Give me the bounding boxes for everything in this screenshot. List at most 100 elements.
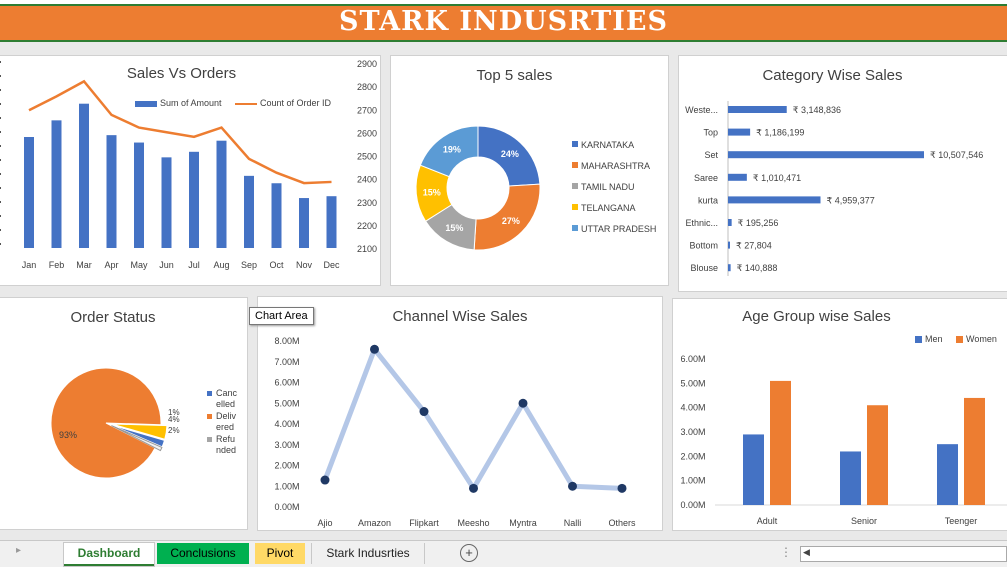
ch-point-Others <box>617 483 627 493</box>
ch-ytick: 7.00M <box>274 357 299 367</box>
svo-left-tick <box>0 229 1 231</box>
category-chart: Weste... ₹ 3,148,836 Top ₹ 1,186,199 Set ₹ 10… <box>685 101 983 276</box>
cat-bar-0 <box>728 106 787 113</box>
top5-legend-1: MAHARASHTRA <box>581 161 650 171</box>
ch-point-Ajio <box>320 475 330 485</box>
cat-value-1: ₹ 1,186,199 <box>756 128 804 138</box>
top5-legend-0: KARNATAKA <box>581 140 634 150</box>
channel-chart: 8.00M 7.00M 6.00M 5.00M 4.00M 3.00M 2.00M 1.00M… <box>274 336 636 528</box>
dashboard-title: STARK INDUSRTIES <box>339 6 668 37</box>
channel-panel[interactable]: Channel Wise Sales 8.00M 7.00M 6.00M 5.00M 4… <box>257 296 663 531</box>
cat-bar-4 <box>728 196 821 204</box>
top5-pct-4: 19% <box>443 145 461 155</box>
age-bar-Teenger-Women <box>964 397 985 505</box>
top5-pct-2: 15% <box>445 223 463 233</box>
svo-left-tick <box>0 243 1 245</box>
age-xlabel-Senior: Senior <box>851 516 877 526</box>
top5-legend-swatch-4 <box>572 225 578 231</box>
os-legend-swatch-2 <box>207 437 212 442</box>
banner: STARK INDUSRTIES <box>0 0 1007 42</box>
svo-xlabel-Jun: Jun <box>159 260 174 270</box>
cat-label-4: kurta <box>698 195 718 205</box>
sales-vs-orders-panel[interactable]: Sales Vs Orders Sum of Amount Count of O… <box>0 55 381 286</box>
category-panel[interactable]: Category Wise Sales Weste... ₹ 3,148,836 T… <box>678 55 1007 292</box>
more-icon[interactable]: ⋮ <box>780 545 792 559</box>
top5-pct-1: 27% <box>502 216 520 226</box>
svo-bar-Sep <box>244 175 254 248</box>
age-ytick: 1.00M <box>680 476 705 486</box>
os-slice-0 <box>50 367 162 479</box>
svo-left-tick <box>0 103 1 105</box>
os-pct-0: 93% <box>59 430 77 440</box>
os-pct-1: 4% <box>168 415 180 424</box>
ch-ytick: 4.00M <box>274 419 299 429</box>
age-panel[interactable]: Age Group wise Sales Men Women 6.00M 5.00… <box>672 298 1007 531</box>
os-legend-0-a: Canc <box>216 388 238 398</box>
svo-bar-Mar <box>79 103 89 248</box>
chevron-right-icon[interactable]: ▸ <box>16 545 22 556</box>
svo-bar-Aug <box>216 140 227 248</box>
svo-bar-Dec <box>326 196 337 248</box>
svo-bar-Jul <box>189 151 199 248</box>
age-bar-Adult-Women <box>770 380 791 505</box>
cat-label-1: Top <box>703 128 718 138</box>
age-bar-Senior-Women <box>867 405 888 505</box>
ch-point-Amazon <box>370 344 379 354</box>
scroll-left-icon[interactable]: ◀ <box>803 547 810 557</box>
order-status-title: Order Status <box>70 309 156 326</box>
cat-label-2: Set <box>704 150 718 160</box>
svo-xlabel-Jul: Jul <box>188 260 200 270</box>
os-legend-0-b: elled <box>216 399 235 409</box>
cat-bar-6 <box>728 241 730 249</box>
tab-dashboard[interactable]: Dashboard <box>64 543 154 566</box>
os-legend-2-b: nded <box>216 445 236 455</box>
svo-bar-Jan <box>24 137 34 248</box>
ch-ytick: 1.00M <box>274 481 299 491</box>
svo-xlabel-Jan: Jan <box>22 260 37 270</box>
svo-right-tick: 2200 <box>357 221 377 231</box>
ch-line <box>322 346 623 491</box>
sheet-tabs-bar: ▸ Dashboard Conclusions Pivot Stark Indu… <box>0 540 1007 567</box>
top5-donut: 24% KARNATAKA 27% MAHARASHTRA 15% TAMIL NADU 1… <box>415 125 656 251</box>
svo-left-tick <box>0 145 1 147</box>
ch-xlabel-Meesho: Meesho <box>457 518 489 528</box>
cat-label-6: Bottom <box>689 241 718 251</box>
svo-bar-Apr <box>106 135 117 248</box>
svo-left-tick <box>0 75 1 77</box>
top5-slice-1 <box>473 183 541 251</box>
svo-right-tick: 2600 <box>357 128 377 138</box>
cat-value-5: ₹ 195,256 <box>738 218 779 228</box>
cat-bar-7 <box>728 264 731 272</box>
age-bar-Senior-Men <box>840 451 861 505</box>
top5-legend-swatch-0 <box>572 141 578 147</box>
svo-left-tick <box>0 187 1 189</box>
age-ytick: 6.00M <box>680 354 705 364</box>
cat-value-4: ₹ 4,959,377 <box>827 195 875 205</box>
age-chart: 6.00M 5.00M 4.00M 3.00M 2.00M 1.00M 0.00M Adult… <box>680 354 1007 526</box>
horizontal-scrollbar[interactable]: ◀ <box>800 546 1007 562</box>
svo-left-tick <box>0 61 1 63</box>
top5-legend-2: TAMIL NADU <box>581 182 635 192</box>
svo-xlabel-May: May <box>130 260 148 270</box>
svo-xlabel-Apr: Apr <box>104 260 118 270</box>
channel-title: Channel Wise Sales <box>392 308 528 325</box>
tab-conclusions[interactable]: Conclusions <box>157 543 249 564</box>
top5-legend-swatch-3 <box>572 204 578 210</box>
tab-stark-indusrties[interactable]: Stark Indusrties <box>311 543 425 564</box>
tab-pivot[interactable]: Pivot <box>255 543 305 564</box>
svo-xlabel-Sep: Sep <box>241 260 257 270</box>
top5-pct-3: 15% <box>423 187 441 197</box>
order-status-panel[interactable]: Order Status 93% 4% 2% 1% Canc elled Deliv ered… <box>0 297 248 530</box>
ch-ytick: 0.00M <box>274 502 299 512</box>
top5-slice-4 <box>419 125 479 178</box>
legend-sum-amount: Sum of Amount <box>135 98 222 108</box>
svo-xlabel-Nov: Nov <box>296 260 313 270</box>
svo-xlabel-Feb: Feb <box>49 260 65 270</box>
svo-right-tick: 2500 <box>357 152 377 162</box>
top5-legend-swatch-1 <box>572 162 578 168</box>
add-sheet-icon[interactable]: + <box>460 544 478 562</box>
age-ytick: 5.00M <box>680 378 705 388</box>
top5-sales-panel[interactable]: Top 5 sales 24% KARNATAKA 27% MAHARASHTRA 15… <box>390 55 669 286</box>
category-title: Category Wise Sales <box>762 67 903 84</box>
